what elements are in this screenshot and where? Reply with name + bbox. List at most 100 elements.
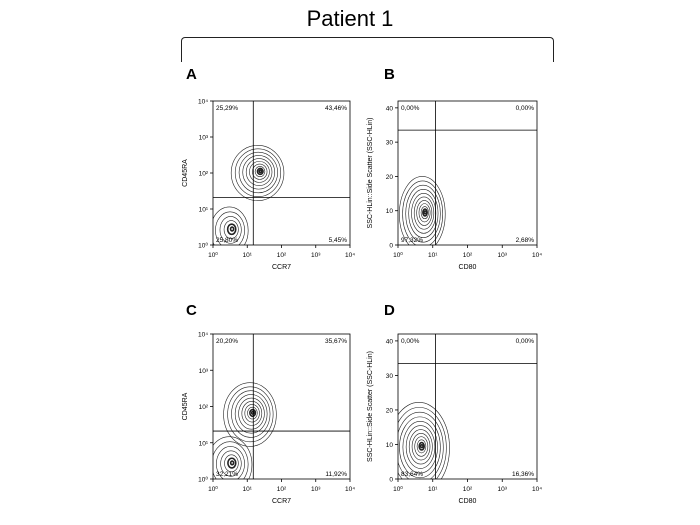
contour-line xyxy=(216,446,245,479)
contour-line xyxy=(413,196,435,230)
x-tick-label: 10² xyxy=(463,252,473,259)
contour-line xyxy=(422,208,428,217)
contour-line xyxy=(247,406,258,420)
y-tick-label: 20 xyxy=(386,407,394,414)
panel-letter-b: B xyxy=(384,66,395,83)
quadrant-upper-left-label: 25,29% xyxy=(216,105,238,112)
panel-letter-a: A xyxy=(186,66,197,83)
contour-line xyxy=(234,394,268,434)
y-tick-label: 10⁴ xyxy=(198,332,208,339)
x-tick-label: 10² xyxy=(463,486,473,493)
x-tick-label: 10³ xyxy=(498,252,508,259)
quadrant-upper-right-label: 0,00% xyxy=(516,338,535,345)
contour-line xyxy=(238,151,278,194)
y-tick-label: 10 xyxy=(386,208,394,215)
x-tick-label: 10⁰ xyxy=(208,251,218,259)
x-axis-label: CCR7 xyxy=(272,498,291,505)
quadrant-lower-right-label: 16,36% xyxy=(512,471,534,478)
panel-c: 10⁰ 10¹ 10² 10³ 10⁴ 10⁰ 10¹ 10² 10³ 10⁴ CCR7 CD45RA… xyxy=(182,332,355,506)
contour-line xyxy=(416,439,427,454)
y-tick-label: 30 xyxy=(386,140,394,147)
contour-line xyxy=(398,402,450,479)
x-tick-label: 10¹ xyxy=(243,252,253,259)
contour-line xyxy=(227,457,237,469)
x-tick-label: 10⁰ xyxy=(208,485,218,493)
contour-line xyxy=(402,421,438,474)
x-tick-label: 10² xyxy=(277,486,287,493)
quadrant-lower-left-label: 25,80% xyxy=(216,237,238,244)
x-tick-label: 10³ xyxy=(498,486,508,493)
contour-line xyxy=(244,404,260,423)
contour-line xyxy=(399,176,446,245)
plot-frame xyxy=(397,333,538,480)
contour-line xyxy=(249,408,257,418)
x-tick-label: 10⁴ xyxy=(532,486,542,493)
quadrant-lower-right-label: 11,92% xyxy=(325,471,347,478)
y-tick-label: 10³ xyxy=(199,135,209,142)
y-tick-label: 10³ xyxy=(199,368,209,375)
quadrant-lower-left-label: 32,21% xyxy=(216,471,238,478)
y-tick-label: 40 xyxy=(386,338,394,345)
contour-line xyxy=(411,432,431,461)
x-tick-label: 10⁴ xyxy=(532,252,542,259)
contour-line xyxy=(414,436,429,457)
contour-line xyxy=(213,441,249,479)
contour-line xyxy=(402,180,444,245)
panel-letter-d: D xyxy=(384,302,395,319)
x-tick-label: 10¹ xyxy=(428,252,438,259)
y-axis-label: CD45RA xyxy=(182,392,189,420)
x-tick-label: 10¹ xyxy=(243,486,253,493)
quadrant-upper-left-label: 0,00% xyxy=(401,338,420,345)
contour-line xyxy=(227,386,274,443)
x-tick-label: 10⁰ xyxy=(393,251,403,259)
contour-line xyxy=(220,450,242,477)
x-tick-label: 10³ xyxy=(311,486,321,493)
panel-a: 10⁰ 10¹ 10² 10³ 10⁴ 10⁰ 10¹ 10² 10³ 10⁴ CCR7 CD45RA… xyxy=(182,99,355,272)
contour-line xyxy=(223,382,277,447)
contour-line xyxy=(418,441,425,451)
contour-line xyxy=(398,407,447,479)
y-axis-label: SSC-HLin::Side Scatter (SSC-HLin) xyxy=(367,351,374,462)
contour-line xyxy=(245,158,273,186)
contour-line xyxy=(241,401,263,426)
x-tick-label: 10¹ xyxy=(428,486,438,493)
contour-line xyxy=(420,206,429,220)
y-tick-label: 10² xyxy=(199,171,209,178)
contour-line xyxy=(405,184,441,243)
contour-line xyxy=(408,189,439,238)
y-tick-label: 30 xyxy=(386,373,394,380)
contour-line xyxy=(242,155,276,190)
contour-line xyxy=(423,210,428,215)
patient-bracket xyxy=(181,37,554,62)
contours xyxy=(213,144,285,245)
contours xyxy=(213,382,277,479)
plot-frame xyxy=(397,100,538,246)
quadrant-lower-left-label: 97,32% xyxy=(401,237,423,244)
y-tick-label: 10² xyxy=(199,404,209,411)
contour-line xyxy=(229,226,235,232)
contour-line xyxy=(224,454,239,473)
quadrant-upper-right-label: 43,46% xyxy=(325,105,347,112)
y-tick-label: 0 xyxy=(389,477,393,484)
y-tick-label: 10⁰ xyxy=(198,242,208,250)
x-tick-label: 10⁴ xyxy=(345,252,355,259)
contour-line xyxy=(258,169,263,174)
y-tick-label: 10¹ xyxy=(199,207,209,214)
contour-line xyxy=(418,203,431,223)
quadrant-upper-right-label: 35,67% xyxy=(325,338,347,345)
contour-line xyxy=(226,223,237,236)
plot-frame xyxy=(212,333,351,480)
y-tick-label: 10⁰ xyxy=(198,476,208,484)
quadrant-lower-right-label: 5,45% xyxy=(329,237,348,244)
y-tick-label: 10⁴ xyxy=(198,99,208,106)
x-tick-label: 10⁰ xyxy=(393,485,403,493)
contour-line xyxy=(230,144,285,202)
y-axis-label: SSC-HLin::Side Scatter (SSC-HLin) xyxy=(367,118,374,229)
contour-line xyxy=(213,206,249,245)
y-axis-label: CD45RA xyxy=(182,159,189,187)
quadrant-lower-right-label: 2,68% xyxy=(516,237,535,244)
